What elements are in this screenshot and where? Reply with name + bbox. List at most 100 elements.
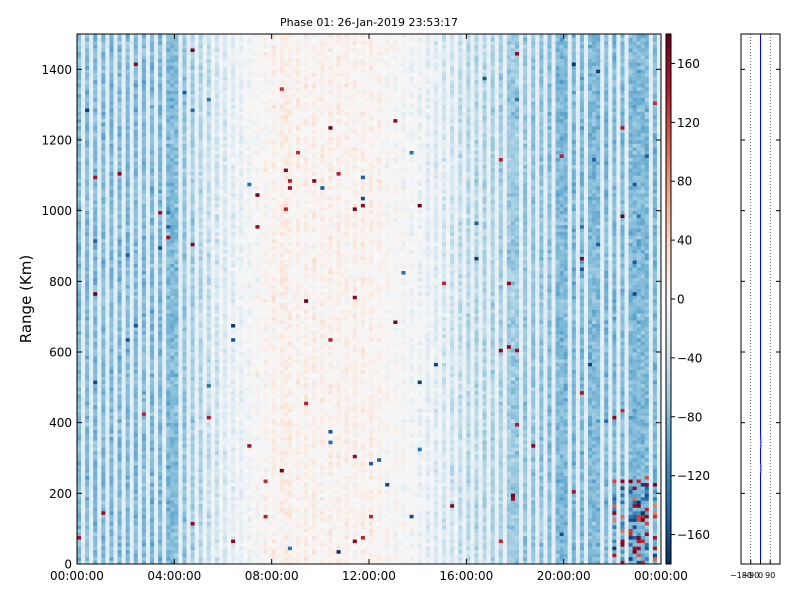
heatmap-cell: [89, 90, 94, 95]
heatmap-cell: [194, 369, 199, 374]
heatmap-cell: [129, 334, 135, 339]
heatmap-cell: [121, 111, 126, 116]
heatmap-cell: [93, 507, 98, 512]
heatmap-cell: [190, 309, 195, 314]
heatmap-cell: [133, 376, 139, 381]
heatmap-cell: [141, 171, 147, 176]
heatmap-cell: [85, 528, 90, 533]
heatmap-cell: [190, 387, 195, 392]
heatmap-cell: [145, 235, 151, 240]
heatmap-cell: [97, 447, 102, 452]
heatmap-cell: [198, 546, 204, 551]
heatmap-cell: [178, 412, 183, 416]
heatmap-cell: [129, 178, 135, 183]
heatmap-cell: [186, 507, 191, 512]
heatmap-cell: [105, 270, 110, 275]
heatmap-cell: [194, 221, 199, 226]
heatmap-cell: [186, 408, 191, 413]
heatmap-cell: [154, 235, 159, 240]
heatmap-cell: [170, 79, 175, 84]
heatmap-cell: [145, 150, 151, 155]
heatmap-cell: [166, 528, 171, 533]
heatmap-cell: [174, 178, 179, 183]
heatmap-cell: [182, 37, 187, 42]
heatmap-cell: [186, 189, 191, 194]
heatmap-cell: [129, 175, 135, 180]
heatmap-cell: [150, 34, 155, 38]
heatmap-cell: [117, 150, 122, 155]
heatmap-cell: [137, 337, 143, 342]
heatmap-cell: [85, 401, 90, 406]
heatmap-cell: [210, 556, 216, 561]
heatmap-cell: [154, 313, 159, 317]
heatmap-cell: [125, 500, 131, 505]
heatmap-cell: [174, 461, 179, 466]
heatmap-cell: [85, 482, 90, 487]
heatmap-cell: [202, 277, 208, 282]
heatmap-cell: [129, 157, 135, 162]
heatmap-cell: [174, 521, 179, 526]
heatmap-cell: [117, 546, 122, 551]
heatmap-cell: [206, 306, 212, 310]
heatmap-cell: [154, 72, 159, 77]
heatmap-cell: [202, 175, 208, 180]
heatmap-cell: [174, 143, 179, 148]
heatmap-cell: [129, 433, 135, 438]
heatmap-cell: [129, 450, 135, 455]
heatmap-cell: [81, 493, 86, 498]
heatmap-cell: [202, 493, 208, 498]
heatmap-cell: [85, 507, 90, 512]
heatmap-cell: [194, 521, 199, 526]
heatmap-cell: [85, 514, 90, 519]
heatmap-cell: [121, 164, 126, 169]
heatmap-cell: [117, 210, 122, 215]
heatmap-cell: [109, 373, 114, 378]
heatmap-cell: [77, 458, 82, 462]
heatmap-cell: [145, 90, 151, 95]
heatmap-cell: [113, 359, 118, 363]
heatmap-cell: [117, 260, 122, 264]
heatmap-cell: [206, 458, 212, 462]
heatmap-cell: [137, 419, 143, 423]
heatmap-cell: [117, 390, 122, 395]
heatmap-cell: [81, 260, 86, 264]
heatmap-cell: [141, 178, 147, 183]
heatmap-cell: [150, 157, 155, 162]
heatmap-cell: [105, 489, 110, 494]
heatmap-cell: [145, 83, 151, 88]
heatmap-cell: [190, 189, 195, 194]
heatmap-cell: [166, 493, 171, 498]
heatmap-cell: [133, 405, 139, 409]
heatmap-cell: [186, 235, 191, 240]
heatmap-cell: [137, 118, 143, 123]
heatmap-cell: [97, 94, 102, 98]
heatmap-cell: [178, 37, 183, 42]
heatmap-cell: [190, 458, 195, 462]
heatmap-cell: [190, 34, 195, 38]
heatmap-cell: [206, 253, 212, 257]
heatmap-cell: [93, 465, 98, 469]
heatmap-cell: [202, 549, 208, 554]
heatmap-cell: [77, 291, 82, 296]
heatmap-cell: [89, 433, 94, 438]
heatmap-cell: [93, 397, 98, 402]
heatmap-cell: [206, 210, 212, 215]
heatmap-cell: [206, 256, 212, 261]
heatmap-cell: [117, 55, 122, 60]
heatmap-cell: [101, 83, 106, 88]
heatmap-cell: [137, 65, 143, 70]
heatmap-cell: [154, 62, 159, 67]
heatmap-cell: [178, 143, 183, 148]
heatmap-cell: [150, 344, 155, 349]
heatmap-cell: [141, 507, 147, 512]
heatmap-cell: [101, 387, 106, 392]
heatmap-cell: [182, 468, 187, 473]
heatmap-cell: [170, 344, 175, 349]
heatmap-cell: [170, 143, 175, 148]
heatmap-cell: [101, 493, 106, 498]
heatmap-cell: [162, 443, 167, 448]
heatmap-cell: [202, 249, 208, 254]
heatmap-cell: [210, 468, 216, 473]
heatmap-cell: [194, 242, 199, 247]
heatmap-cell: [97, 256, 102, 261]
